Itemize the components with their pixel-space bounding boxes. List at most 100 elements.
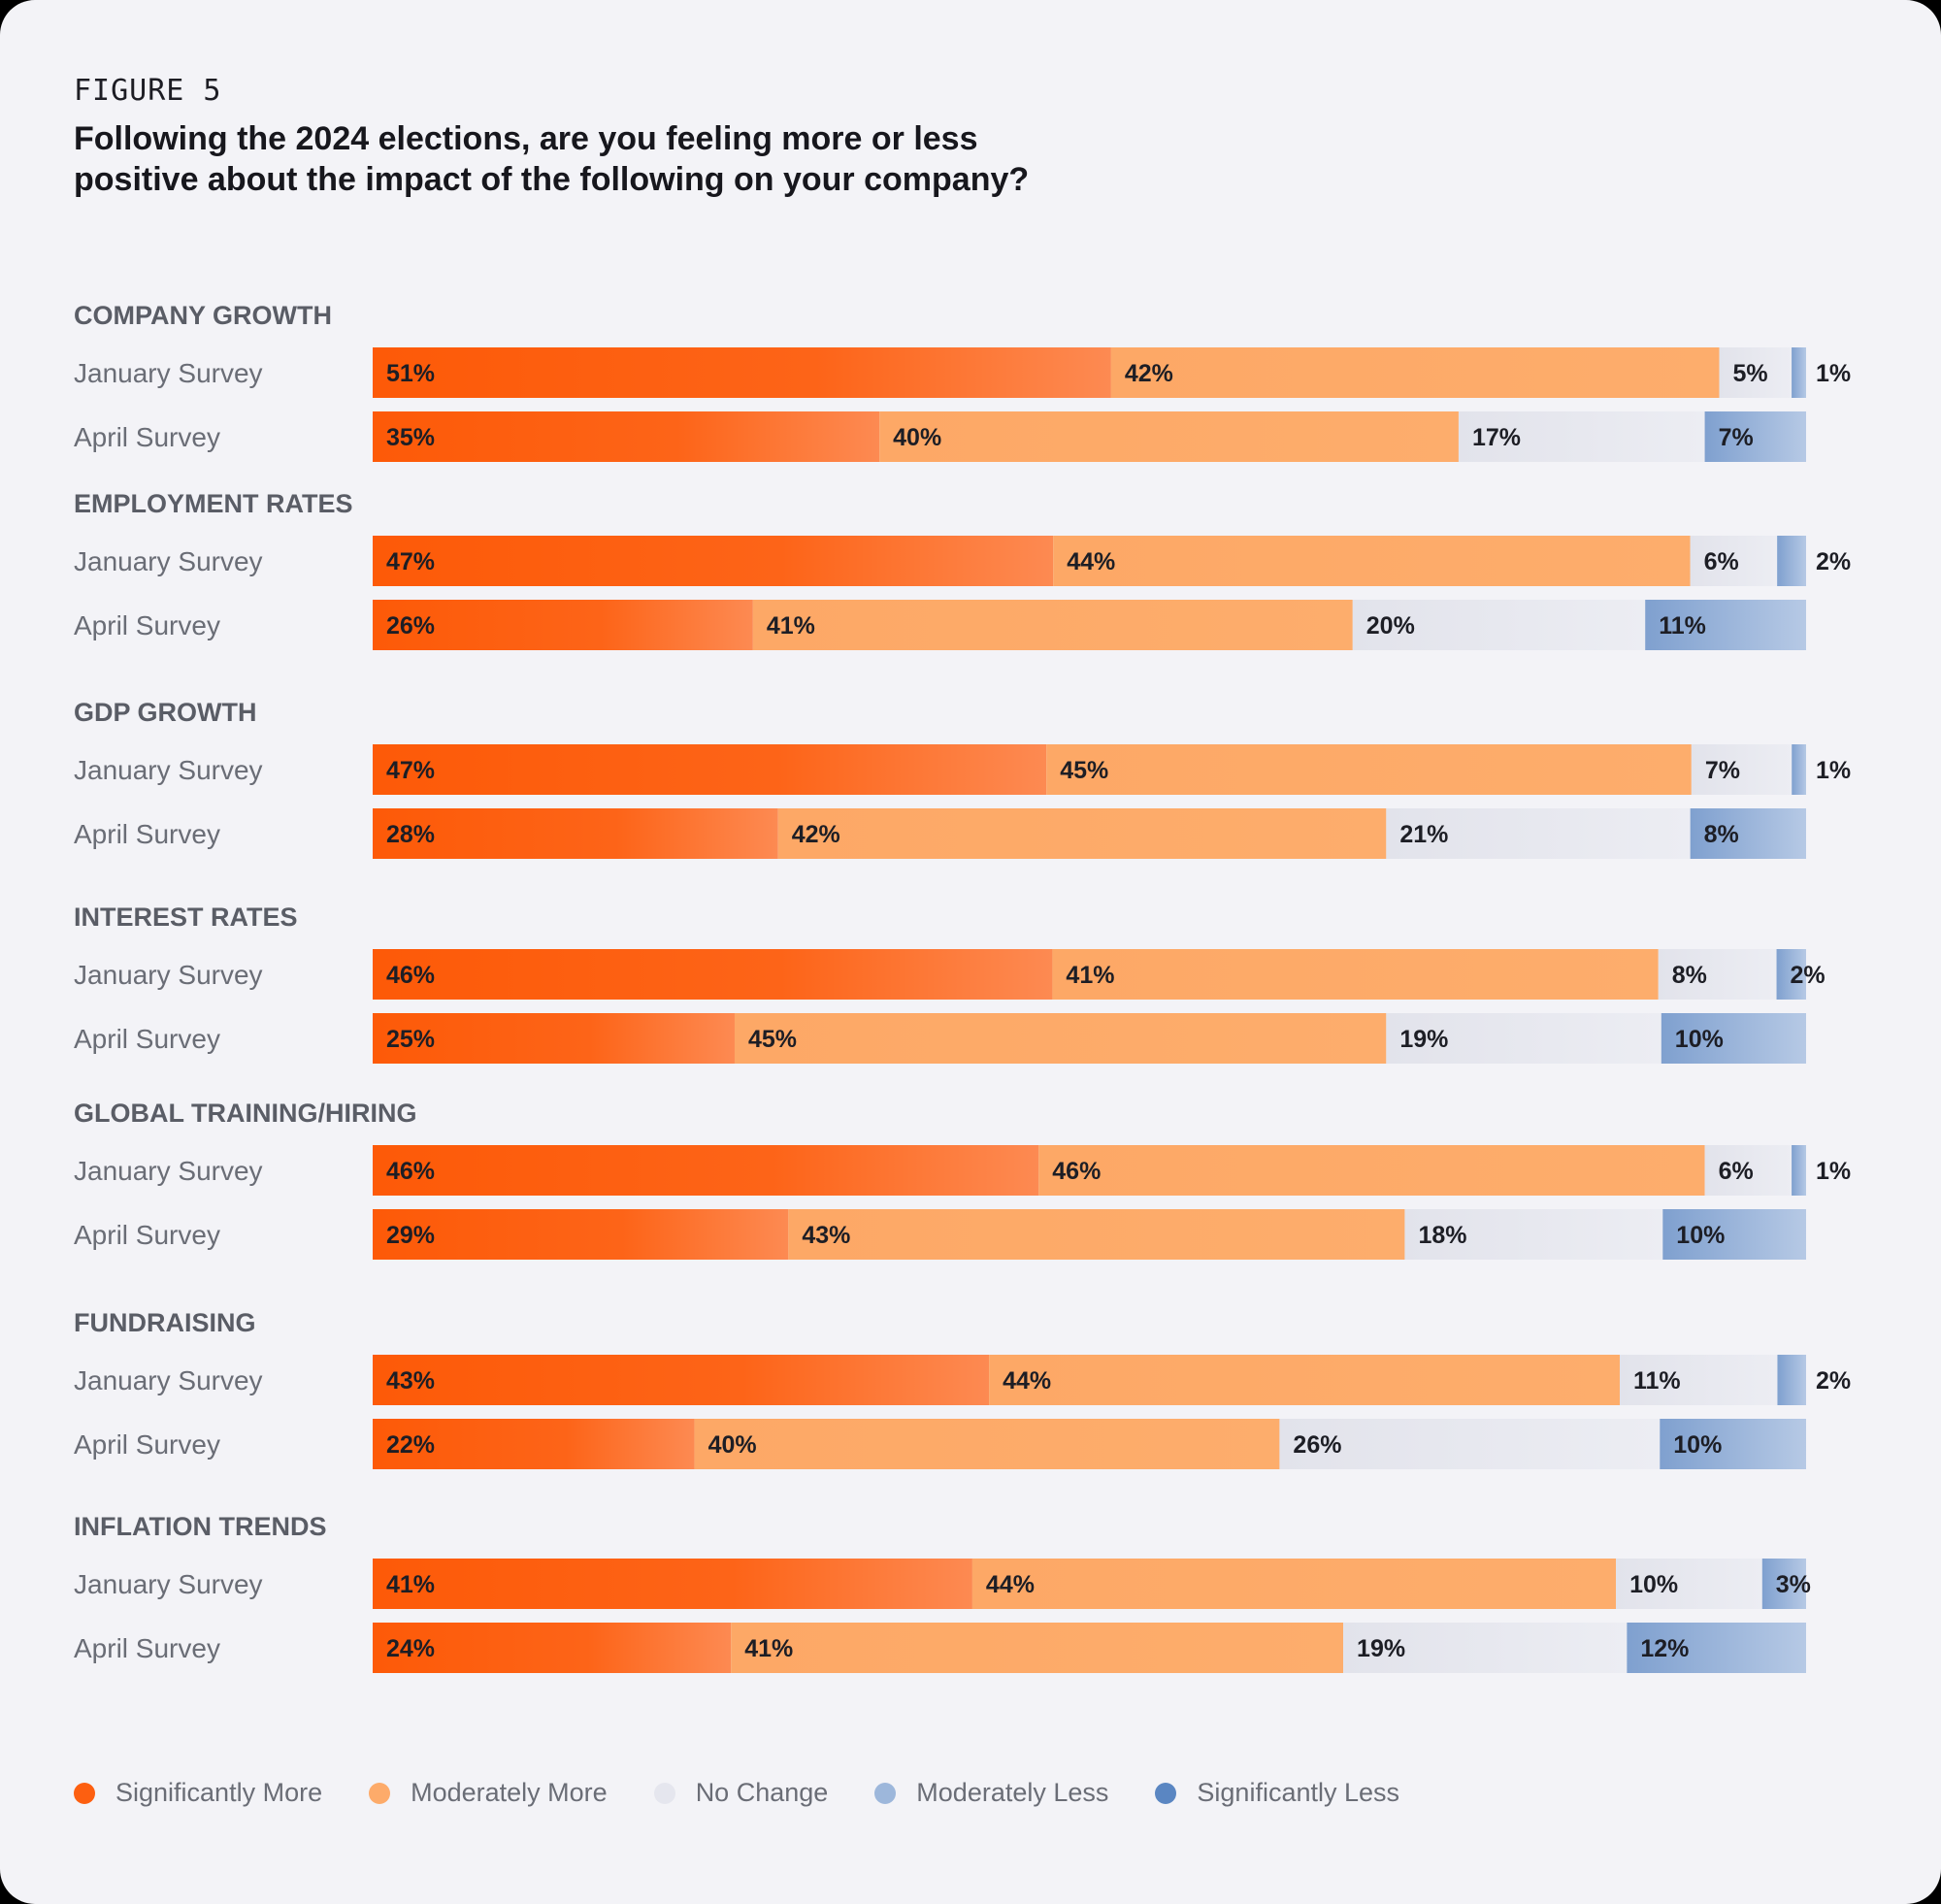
data-label: 46% xyxy=(386,1158,435,1185)
data-label: 21% xyxy=(1399,821,1448,848)
bar-segment-no-change xyxy=(1691,744,1793,795)
data-label: 11% xyxy=(1633,1367,1681,1395)
bar-segment-moderately-more xyxy=(777,808,1387,859)
category-label: EMPLOYMENT RATES xyxy=(74,489,353,518)
data-label: 7% xyxy=(1705,757,1740,784)
data-label: 42% xyxy=(1125,360,1173,387)
data-label: 7% xyxy=(1719,424,1754,451)
bar-segment-less xyxy=(1704,411,1806,462)
bar-segment-less xyxy=(1645,600,1806,650)
legend-item: Significantly Less xyxy=(1155,1778,1399,1808)
bar-segment-less xyxy=(1660,1419,1806,1469)
bar-segment-significantly-more xyxy=(373,1559,972,1609)
bar-segment-significantly-more xyxy=(373,411,880,462)
data-label: 26% xyxy=(1293,1431,1341,1459)
data-label: 10% xyxy=(1673,1431,1722,1459)
data-label: 5% xyxy=(1732,360,1767,387)
bar-segment-moderately-more xyxy=(989,1355,1620,1405)
legend-item: Significantly More xyxy=(74,1778,322,1808)
data-label: 51% xyxy=(386,360,435,387)
stacked-bar-chart: COMPANY GROWTH January Survey 51% 42% 5% 1% Ap… xyxy=(74,301,1851,1673)
data-label: 44% xyxy=(986,1571,1035,1598)
bar-segment-less xyxy=(1761,1559,1806,1609)
bar-segment-moderately-more xyxy=(971,1559,1617,1609)
legend-label: Significantly More xyxy=(115,1778,323,1807)
bar-segment-no-change xyxy=(1458,411,1705,462)
survey-label: April Survey xyxy=(74,1220,220,1250)
bar-segment-significantly-more xyxy=(373,536,1054,586)
survey-label: January Survey xyxy=(74,960,263,990)
bar-segment-no-change xyxy=(1619,1355,1778,1405)
data-label: 29% xyxy=(386,1222,435,1249)
data-label: 19% xyxy=(1357,1635,1405,1662)
data-label: 10% xyxy=(1676,1222,1725,1249)
bar-segment-less xyxy=(1776,949,1806,1000)
survey-label: January Survey xyxy=(74,546,263,576)
data-label: 40% xyxy=(893,424,941,451)
category-label: COMPANY GROWTH xyxy=(74,301,332,330)
legend: Significantly More Moderately More No Chan… xyxy=(74,1778,1446,1808)
legend-label: Significantly Less xyxy=(1197,1778,1400,1807)
data-label: 11% xyxy=(1659,612,1706,640)
data-label: 41% xyxy=(767,612,815,640)
data-label: 43% xyxy=(802,1222,850,1249)
bar-segment-significantly-more xyxy=(373,1145,1039,1196)
category-label: INFLATION TRENDS xyxy=(74,1512,326,1541)
bar-segment-less xyxy=(1777,1355,1806,1405)
data-label: 35% xyxy=(386,424,435,451)
survey-label: April Survey xyxy=(74,422,220,452)
data-label: 2% xyxy=(1816,548,1851,575)
category-label: GLOBAL TRAINING/HIRING xyxy=(74,1099,417,1128)
bar-segment-moderately-more xyxy=(1038,1145,1705,1196)
data-label: 6% xyxy=(1704,548,1739,575)
data-label: 6% xyxy=(1719,1158,1754,1185)
bar-segment-significantly-more xyxy=(373,600,753,650)
data-label: 47% xyxy=(386,548,435,575)
data-label: 46% xyxy=(386,962,435,989)
legend-label: Moderately More xyxy=(411,1778,608,1807)
data-label: 18% xyxy=(1418,1222,1466,1249)
survey-label: April Survey xyxy=(74,819,220,849)
legend-swatch xyxy=(874,1782,897,1804)
figure-label: FIGURE 5 xyxy=(74,74,222,108)
survey-label: April Survey xyxy=(74,1024,220,1054)
data-label: 28% xyxy=(386,821,435,848)
bar-segment-less xyxy=(1662,1209,1806,1260)
survey-label: January Survey xyxy=(74,1569,263,1599)
data-label: 42% xyxy=(792,821,840,848)
data-label: 45% xyxy=(748,1026,797,1053)
legend-label: No Change xyxy=(695,1778,829,1807)
bar-segment-less xyxy=(1792,347,1806,398)
legend-swatch xyxy=(1155,1782,1177,1804)
survey-label: January Survey xyxy=(74,1365,263,1395)
data-label: 1% xyxy=(1816,1158,1851,1185)
data-label: 40% xyxy=(708,1431,757,1459)
bar-segment-significantly-more xyxy=(373,1623,732,1673)
bar-segment-less xyxy=(1792,744,1806,795)
category-label: INTEREST RATES xyxy=(74,903,298,932)
data-label: 44% xyxy=(1067,548,1115,575)
survey-label: January Survey xyxy=(74,755,263,785)
bar-segment-no-change xyxy=(1343,1623,1628,1673)
survey-label: January Survey xyxy=(74,358,263,388)
data-label: 46% xyxy=(1052,1158,1101,1185)
bar-segment-no-change xyxy=(1704,1145,1793,1196)
bar-segment-no-change xyxy=(1352,600,1646,650)
data-label: 2% xyxy=(1816,1367,1851,1395)
data-label: 19% xyxy=(1399,1026,1448,1053)
bar-segment-significantly-more xyxy=(373,1013,735,1064)
bar-segment-less xyxy=(1627,1623,1806,1673)
chart-title: Following the 2024 elections, are you fe… xyxy=(74,120,1030,198)
data-label: 3% xyxy=(1776,1571,1811,1598)
bar-segment-no-change xyxy=(1690,536,1778,586)
bar-segment-moderately-more xyxy=(694,1419,1280,1469)
bar-segment-moderately-more xyxy=(752,600,1353,650)
data-label: 2% xyxy=(1791,962,1826,989)
data-label: 24% xyxy=(386,1635,435,1662)
data-label: 25% xyxy=(386,1026,435,1053)
bar-segment-significantly-more xyxy=(373,347,1111,398)
bar-segment-less xyxy=(1792,1145,1806,1196)
bar-segment-no-change xyxy=(1386,808,1691,859)
survey-label: April Survey xyxy=(74,610,220,640)
